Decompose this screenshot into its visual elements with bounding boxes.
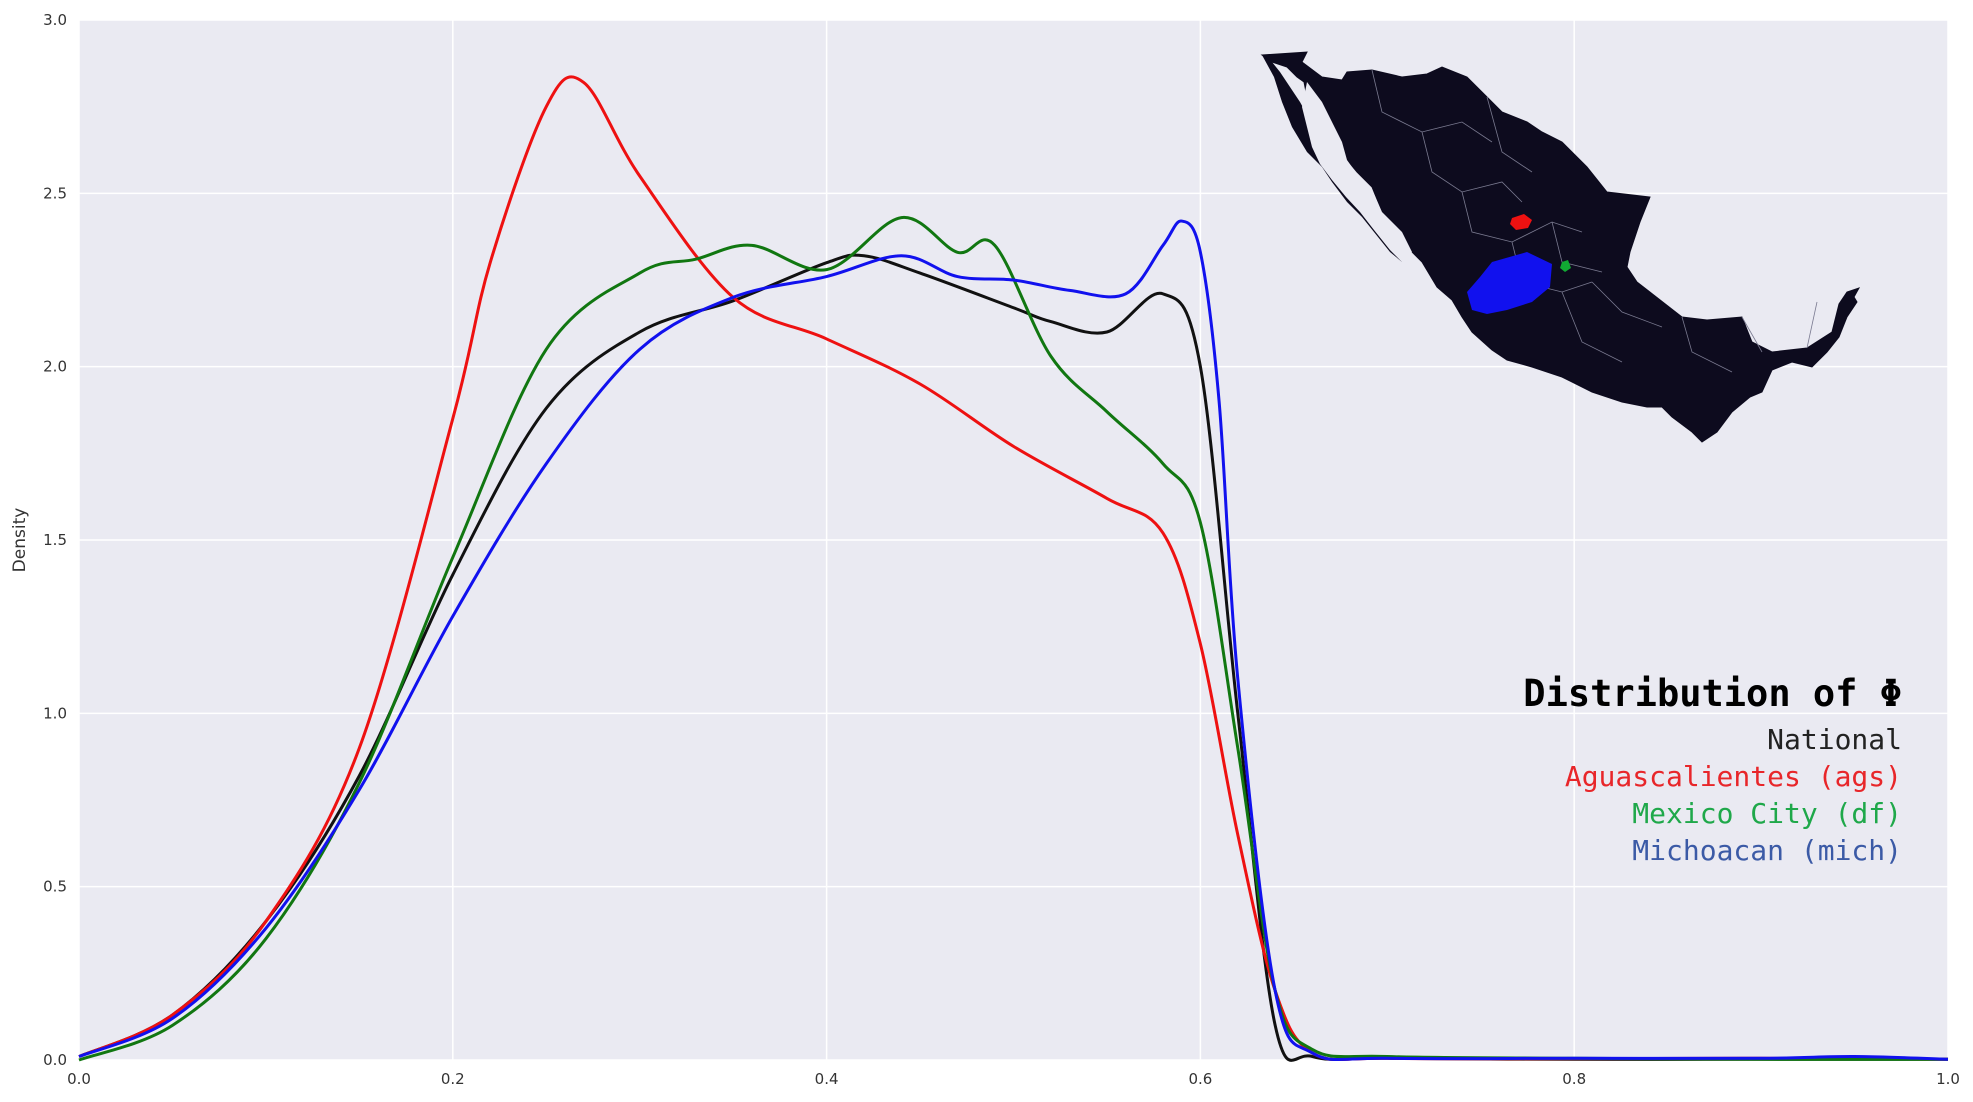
sea-of-cortez xyxy=(1302,82,1412,262)
mexico-map-inset xyxy=(1260,51,1861,443)
y-axis-label: Density xyxy=(10,508,30,573)
x-axis-ticks: 0.0 0.2 0.4 0.6 0.8 1.0 xyxy=(67,1070,1960,1088)
mexico-city-highlight xyxy=(1560,260,1571,272)
y-tick-label: 2.0 xyxy=(43,358,67,376)
x-tick-label: 1.0 xyxy=(1936,1070,1960,1088)
y-tick-label: 1.0 xyxy=(43,704,67,722)
x-tick-label: 0.2 xyxy=(441,1070,465,1088)
y-tick-label: 0.5 xyxy=(43,878,67,896)
series-lines xyxy=(78,75,1949,1062)
x-tick-label: 0.4 xyxy=(815,1070,839,1088)
legend-entry-aguascalientes: Aguascalientes (ags) xyxy=(1565,760,1902,793)
aguascalientes-highlight xyxy=(1510,214,1532,230)
legend-title: Distribution of Φ xyxy=(1523,672,1902,715)
x-tick-label: 0.0 xyxy=(67,1070,91,1088)
legend: Distribution of Φ National Aguascaliente… xyxy=(1523,672,1902,867)
series-line-mexico-city-df xyxy=(78,216,1949,1062)
x-tick-label: 0.8 xyxy=(1562,1070,1586,1088)
series-line-michoacan-mich xyxy=(78,219,1949,1062)
y-tick-label: 1.5 xyxy=(43,531,67,549)
y-tick-label: 0.0 xyxy=(43,1051,67,1069)
michoacan-highlight xyxy=(1467,252,1552,314)
y-tick-label: 2.5 xyxy=(43,184,67,202)
legend-entry-national: National xyxy=(1767,723,1902,756)
x-tick-label: 0.6 xyxy=(1188,1070,1212,1088)
legend-entry-michoacan: Michoacan (mich) xyxy=(1632,834,1902,867)
legend-entry-mexico-city: Mexico City (df) xyxy=(1632,797,1902,830)
state-borders xyxy=(1371,69,1818,373)
y-tick-label: 3.0 xyxy=(43,11,67,29)
y-axis-ticks: 0.0 0.5 1.0 1.5 2.0 2.5 3.0 xyxy=(43,11,67,1069)
